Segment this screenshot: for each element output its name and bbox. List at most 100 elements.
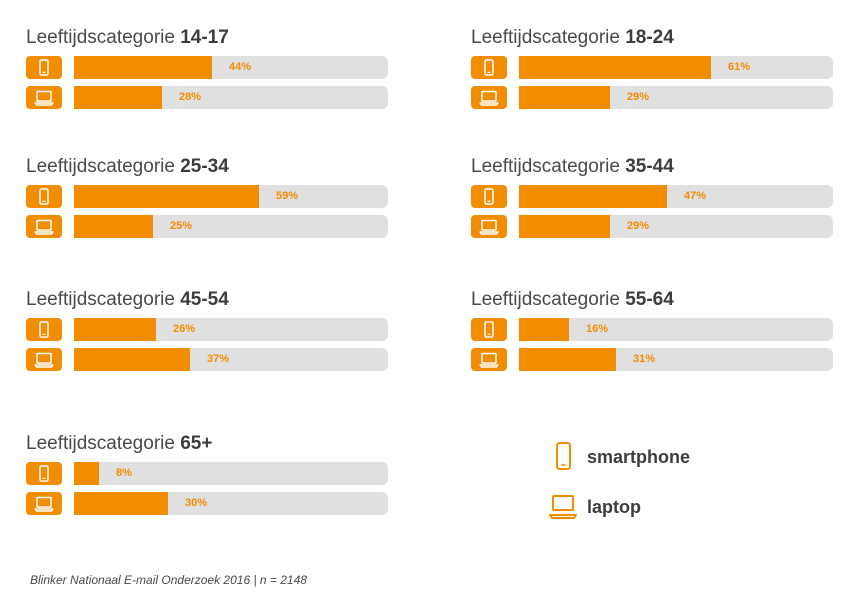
laptop-icon <box>479 352 499 368</box>
data-label-smartphone: 59% <box>276 190 299 202</box>
laptop-icon <box>34 90 54 106</box>
bar-smartphone <box>74 462 99 485</box>
bar-track: 25% <box>74 215 388 238</box>
laptop-icon <box>34 219 54 235</box>
laptop-icon <box>479 90 499 106</box>
group-title: Leeftijdscategorie 55-64 <box>471 286 833 314</box>
smartphone-icon <box>39 465 49 482</box>
bar-track: 30% <box>74 492 388 515</box>
bar-track: 44% <box>74 56 388 79</box>
smartphone-icon-box <box>471 318 507 341</box>
group-title-age: 35-44 <box>625 156 674 177</box>
data-label-laptop: 25% <box>170 220 193 232</box>
legend-item-smartphone: smartphone <box>549 441 690 473</box>
bar-laptop <box>519 86 610 109</box>
group-title: Leeftijdscategorie 14-17 <box>26 24 388 52</box>
data-label-laptop: 37% <box>207 353 230 365</box>
bar-track: 61% <box>519 56 833 79</box>
laptop-icon-box <box>26 86 62 109</box>
group-title-age: 55-64 <box>625 289 674 310</box>
group-title-age: 18-24 <box>625 27 674 48</box>
bar-row-laptop: 31% <box>471 348 833 371</box>
bar-row-laptop: 29% <box>471 86 833 109</box>
data-label-smartphone: 8% <box>116 467 132 479</box>
group-title: Leeftijdscategorie 25-34 <box>26 153 388 181</box>
laptop-icon <box>34 496 54 512</box>
data-label-laptop: 30% <box>185 497 208 509</box>
bar-laptop <box>74 492 168 515</box>
bar-laptop <box>519 348 616 371</box>
group-title-prefix: Leeftijdscategorie <box>26 156 181 177</box>
laptop-icon-box <box>471 348 507 371</box>
data-label-smartphone: 61% <box>728 61 751 73</box>
group-title-prefix: Leeftijdscategorie <box>26 289 181 310</box>
group-title: Leeftijdscategorie 18-24 <box>471 24 833 52</box>
group-title-prefix: Leeftijdscategorie <box>26 433 181 454</box>
bar-track: 59% <box>74 185 388 208</box>
bar-row-smartphone: 61% <box>471 56 833 79</box>
smartphone-icon-box <box>471 56 507 79</box>
smartphone-icon <box>484 321 494 338</box>
bar-track: 29% <box>519 86 833 109</box>
smartphone-icon <box>484 188 494 205</box>
age-group-65plus: Leeftijdscategorie 65+ 8% 30% <box>26 430 388 515</box>
smartphone-icon <box>556 442 571 470</box>
group-title-prefix: Leeftijdscategorie <box>471 289 626 310</box>
laptop-icon-box <box>471 215 507 238</box>
bar-smartphone <box>519 185 667 208</box>
age-group-14-17: Leeftijdscategorie 14-17 44% 28% <box>26 24 388 109</box>
bar-track: 28% <box>74 86 388 109</box>
smartphone-icon <box>484 59 494 76</box>
smartphone-icon-box <box>26 318 62 341</box>
bar-smartphone <box>74 56 212 79</box>
laptop-icon <box>34 352 54 368</box>
bar-row-smartphone: 8% <box>26 462 388 485</box>
bar-laptop <box>74 215 153 238</box>
laptop-icon-box <box>26 348 62 371</box>
group-title: Leeftijdscategorie 35-44 <box>471 153 833 181</box>
smartphone-icon <box>39 59 49 76</box>
laptop-icon <box>549 495 577 519</box>
bar-laptop <box>74 348 190 371</box>
bar-row-laptop: 28% <box>26 86 388 109</box>
age-group-25-34: Leeftijdscategorie 25-34 59% 25% <box>26 153 388 238</box>
data-label-smartphone: 26% <box>173 323 196 335</box>
bar-track: 16% <box>519 318 833 341</box>
bar-smartphone <box>519 318 569 341</box>
bar-smartphone <box>519 56 711 79</box>
laptop-icon-box <box>471 86 507 109</box>
source-note: Blinker Nationaal E-mail Onderzoek 2016 … <box>30 573 307 587</box>
bar-track: 37% <box>74 348 388 371</box>
age-group-55-64: Leeftijdscategorie 55-64 16% 31% <box>471 286 833 371</box>
group-title-age: 65+ <box>180 433 213 454</box>
data-label-laptop: 29% <box>627 220 650 232</box>
bar-row-smartphone: 16% <box>471 318 833 341</box>
smartphone-icon <box>39 188 49 205</box>
smartphone-icon-box <box>26 56 62 79</box>
group-title-prefix: Leeftijdscategorie <box>471 27 626 48</box>
bar-track: 8% <box>74 462 388 485</box>
bar-row-smartphone: 26% <box>26 318 388 341</box>
bar-row-laptop: 25% <box>26 215 388 238</box>
data-label-smartphone: 47% <box>684 190 707 202</box>
data-label-laptop: 29% <box>627 91 650 103</box>
laptop-icon-box <box>26 215 62 238</box>
group-title: Leeftijdscategorie 45-54 <box>26 286 388 314</box>
bar-laptop <box>519 215 610 238</box>
bar-row-laptop: 30% <box>26 492 388 515</box>
age-group-45-54: Leeftijdscategorie 45-54 26% 37% <box>26 286 388 371</box>
bar-laptop <box>74 86 162 109</box>
smartphone-icon-box <box>26 185 62 208</box>
bar-row-laptop: 29% <box>471 215 833 238</box>
legend-item-laptop: laptop <box>549 493 641 521</box>
bar-row-smartphone: 59% <box>26 185 388 208</box>
data-label-laptop: 28% <box>179 91 202 103</box>
laptop-icon <box>479 219 499 235</box>
legend-label-smartphone: smartphone <box>587 446 691 467</box>
bar-track: 29% <box>519 215 833 238</box>
bar-row-laptop: 37% <box>26 348 388 371</box>
bar-track: 31% <box>519 348 833 371</box>
smartphone-icon-box <box>26 462 62 485</box>
smartphone-icon-box <box>471 185 507 208</box>
data-label-smartphone: 44% <box>229 61 252 73</box>
